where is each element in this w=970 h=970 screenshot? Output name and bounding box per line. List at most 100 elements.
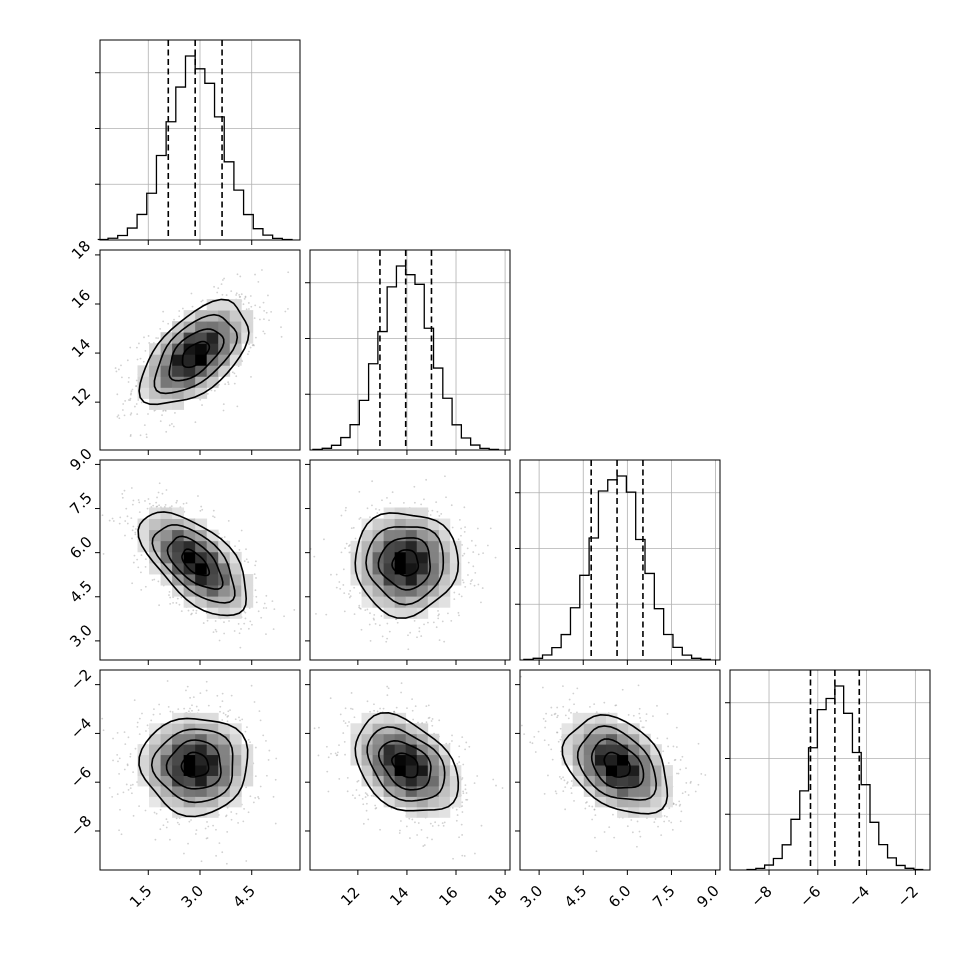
density-cell	[229, 754, 242, 766]
density-cell	[172, 775, 185, 787]
sample-point	[489, 527, 492, 530]
density-cell	[172, 332, 185, 344]
sample-point	[474, 852, 476, 855]
sample-point	[129, 434, 132, 436]
sample-point	[233, 382, 236, 385]
sample-point	[495, 784, 497, 787]
y-tick-label: 3.0	[66, 621, 96, 651]
density-cell	[383, 744, 396, 756]
sample-point	[127, 381, 130, 383]
sample-point	[455, 808, 458, 811]
density-cell	[172, 398, 185, 410]
sample-point	[272, 795, 275, 798]
sample-point	[437, 610, 439, 612]
sample-point	[464, 788, 467, 791]
sample-point	[112, 759, 114, 762]
density-cell	[160, 518, 173, 531]
sample-point	[431, 825, 434, 827]
density-cell	[229, 596, 242, 608]
density-cell	[137, 529, 150, 542]
density-cell	[195, 775, 208, 787]
sample-point	[262, 734, 265, 737]
sample-point	[431, 838, 433, 841]
sample-point	[254, 564, 257, 567]
contour-line	[151, 524, 236, 604]
sample-point	[700, 773, 703, 775]
sample-point	[240, 529, 243, 532]
contour-line	[377, 739, 432, 791]
sample-point	[379, 707, 382, 710]
panel-content	[310, 475, 497, 651]
sample-point	[116, 731, 119, 734]
density-cell	[661, 765, 673, 776]
sample-point	[140, 589, 143, 591]
density-cell	[241, 310, 254, 322]
sample-point	[675, 746, 678, 748]
sample-point	[127, 376, 130, 379]
density-cell	[372, 551, 385, 564]
sample-point	[179, 457, 181, 459]
sample-point	[207, 704, 210, 707]
sample-point	[435, 626, 438, 629]
x-tick-label: −8	[747, 882, 775, 910]
sample-point	[222, 403, 225, 406]
sample-point	[136, 358, 139, 361]
density-cell	[416, 551, 429, 564]
sample-point	[351, 708, 354, 711]
sample-point	[556, 716, 559, 719]
sample-point	[678, 800, 681, 803]
sample-point	[112, 520, 115, 522]
sample-point	[346, 724, 349, 727]
x-tick-label: 9.0	[693, 882, 723, 912]
sample-point	[102, 553, 105, 555]
sample-point	[429, 822, 432, 825]
sample-point	[200, 505, 203, 508]
sample-point	[570, 780, 573, 782]
sample-point	[194, 421, 197, 424]
sample-point	[413, 501, 416, 504]
sample-point	[463, 552, 466, 555]
sample-point	[111, 795, 114, 798]
sample-point	[159, 828, 162, 831]
sample-point	[245, 548, 247, 551]
sample-point	[165, 818, 168, 821]
sample-point	[393, 711, 396, 713]
sample-point	[570, 787, 572, 790]
density-cell	[372, 723, 385, 735]
sample-point	[534, 751, 537, 753]
density-cell	[137, 744, 150, 756]
sample-point	[143, 336, 145, 339]
sample-point	[190, 819, 192, 821]
sample-point	[212, 824, 215, 827]
sample-point	[382, 707, 385, 710]
density-cell	[639, 806, 651, 818]
sample-point	[168, 424, 171, 427]
sample-point	[626, 825, 629, 828]
sample-point	[326, 770, 329, 773]
sample-point	[371, 504, 373, 507]
sample-point	[147, 498, 150, 500]
sample-point	[588, 805, 591, 807]
sample-point	[645, 719, 647, 722]
sample-point	[231, 371, 234, 374]
density-cell	[361, 775, 373, 787]
sample-point	[681, 792, 684, 795]
sample-point	[416, 636, 418, 639]
sample-point	[221, 851, 224, 854]
sample-point	[621, 688, 624, 691]
sample-point	[674, 758, 677, 761]
sample-point	[150, 506, 153, 508]
density-cell	[405, 585, 418, 597]
sample-point	[413, 485, 416, 488]
sample-point	[151, 579, 154, 581]
sample-point	[165, 430, 168, 433]
sample-point	[455, 819, 458, 822]
sample-point	[426, 836, 429, 839]
sample-point	[420, 828, 423, 831]
density-cell	[405, 796, 418, 808]
sample-point	[685, 767, 687, 770]
contour-line	[390, 752, 419, 779]
sample-point	[131, 388, 134, 391]
x-tick-label: 4.5	[561, 882, 591, 912]
sample-point	[568, 708, 571, 711]
